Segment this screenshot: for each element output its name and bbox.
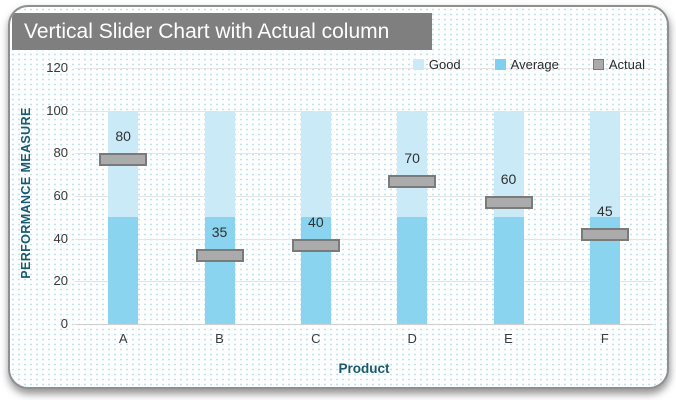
actual-slider: [195, 249, 244, 263]
actual-value-label: 35: [211, 224, 228, 241]
actual-value-label: 60: [500, 171, 517, 187]
x-tick-label: B: [215, 331, 224, 346]
x-tick-label: C: [311, 331, 321, 346]
gridline: [75, 281, 653, 283]
x-axis-title: Product: [338, 361, 390, 376]
gridline: [75, 68, 653, 69]
legend-label-good: Good: [428, 57, 461, 72]
average-bar-segment: [493, 217, 524, 324]
good-bar-segment: [397, 110, 428, 218]
gridline: [75, 153, 653, 155]
y-tick-label: 60: [53, 188, 68, 203]
y-tick-label: 80: [53, 145, 68, 161]
plot-area: 80 35 40 70 60 45: [75, 68, 653, 325]
actual-slider: [484, 196, 533, 209]
actual-slider: [388, 174, 437, 188]
gridline: [75, 238, 653, 240]
x-tick-label: A: [118, 331, 128, 346]
y-tick-label: 120: [46, 60, 68, 75]
y-tick-label: 20: [53, 273, 68, 289]
actual-value-label: 70: [404, 149, 420, 166]
average-bar-segment: [300, 217, 331, 324]
gridline: [75, 110, 653, 112]
chart-card: Vertical Slider Chart with Actual column…: [8, 5, 669, 389]
average-bar-segment: [397, 217, 428, 324]
legend-label-average: Average: [510, 57, 559, 72]
legend-item-average: Average: [494, 57, 559, 72]
legend-label-actual: Actual: [608, 57, 645, 72]
gridline: [75, 196, 653, 197]
x-tick-label: F: [600, 331, 609, 346]
actual-slider: [291, 238, 340, 252]
actual-value-label: 80: [115, 128, 131, 145]
good-bar-segment: [300, 110, 331, 218]
actual-slider: [580, 228, 629, 241]
x-tick-label: E: [504, 331, 513, 346]
legend-item-actual: Actual: [592, 57, 645, 72]
y-tick-label: 100: [46, 102, 68, 118]
y-tick-label: 0: [60, 316, 68, 331]
good-swatch-icon: [412, 59, 424, 70]
good-bar-segment: [589, 110, 620, 218]
actual-value-label: 45: [597, 203, 613, 219]
actual-swatch-icon: [592, 59, 604, 70]
chart-title: Vertical Slider Chart with Actual column: [12, 13, 432, 50]
y-tick-label: 40: [53, 230, 68, 246]
actual-slider: [99, 153, 148, 167]
average-bar-segment: [108, 217, 139, 324]
average-bar-segment: [204, 217, 235, 324]
actual-value-label: 40: [308, 213, 324, 230]
gridline: [75, 324, 653, 325]
legend: Good Average Actual: [412, 57, 645, 72]
average-swatch-icon: [494, 59, 506, 70]
legend-item-good: Good: [412, 57, 461, 72]
x-tick-label: D: [407, 331, 417, 346]
good-bar-segment: [204, 110, 235, 218]
